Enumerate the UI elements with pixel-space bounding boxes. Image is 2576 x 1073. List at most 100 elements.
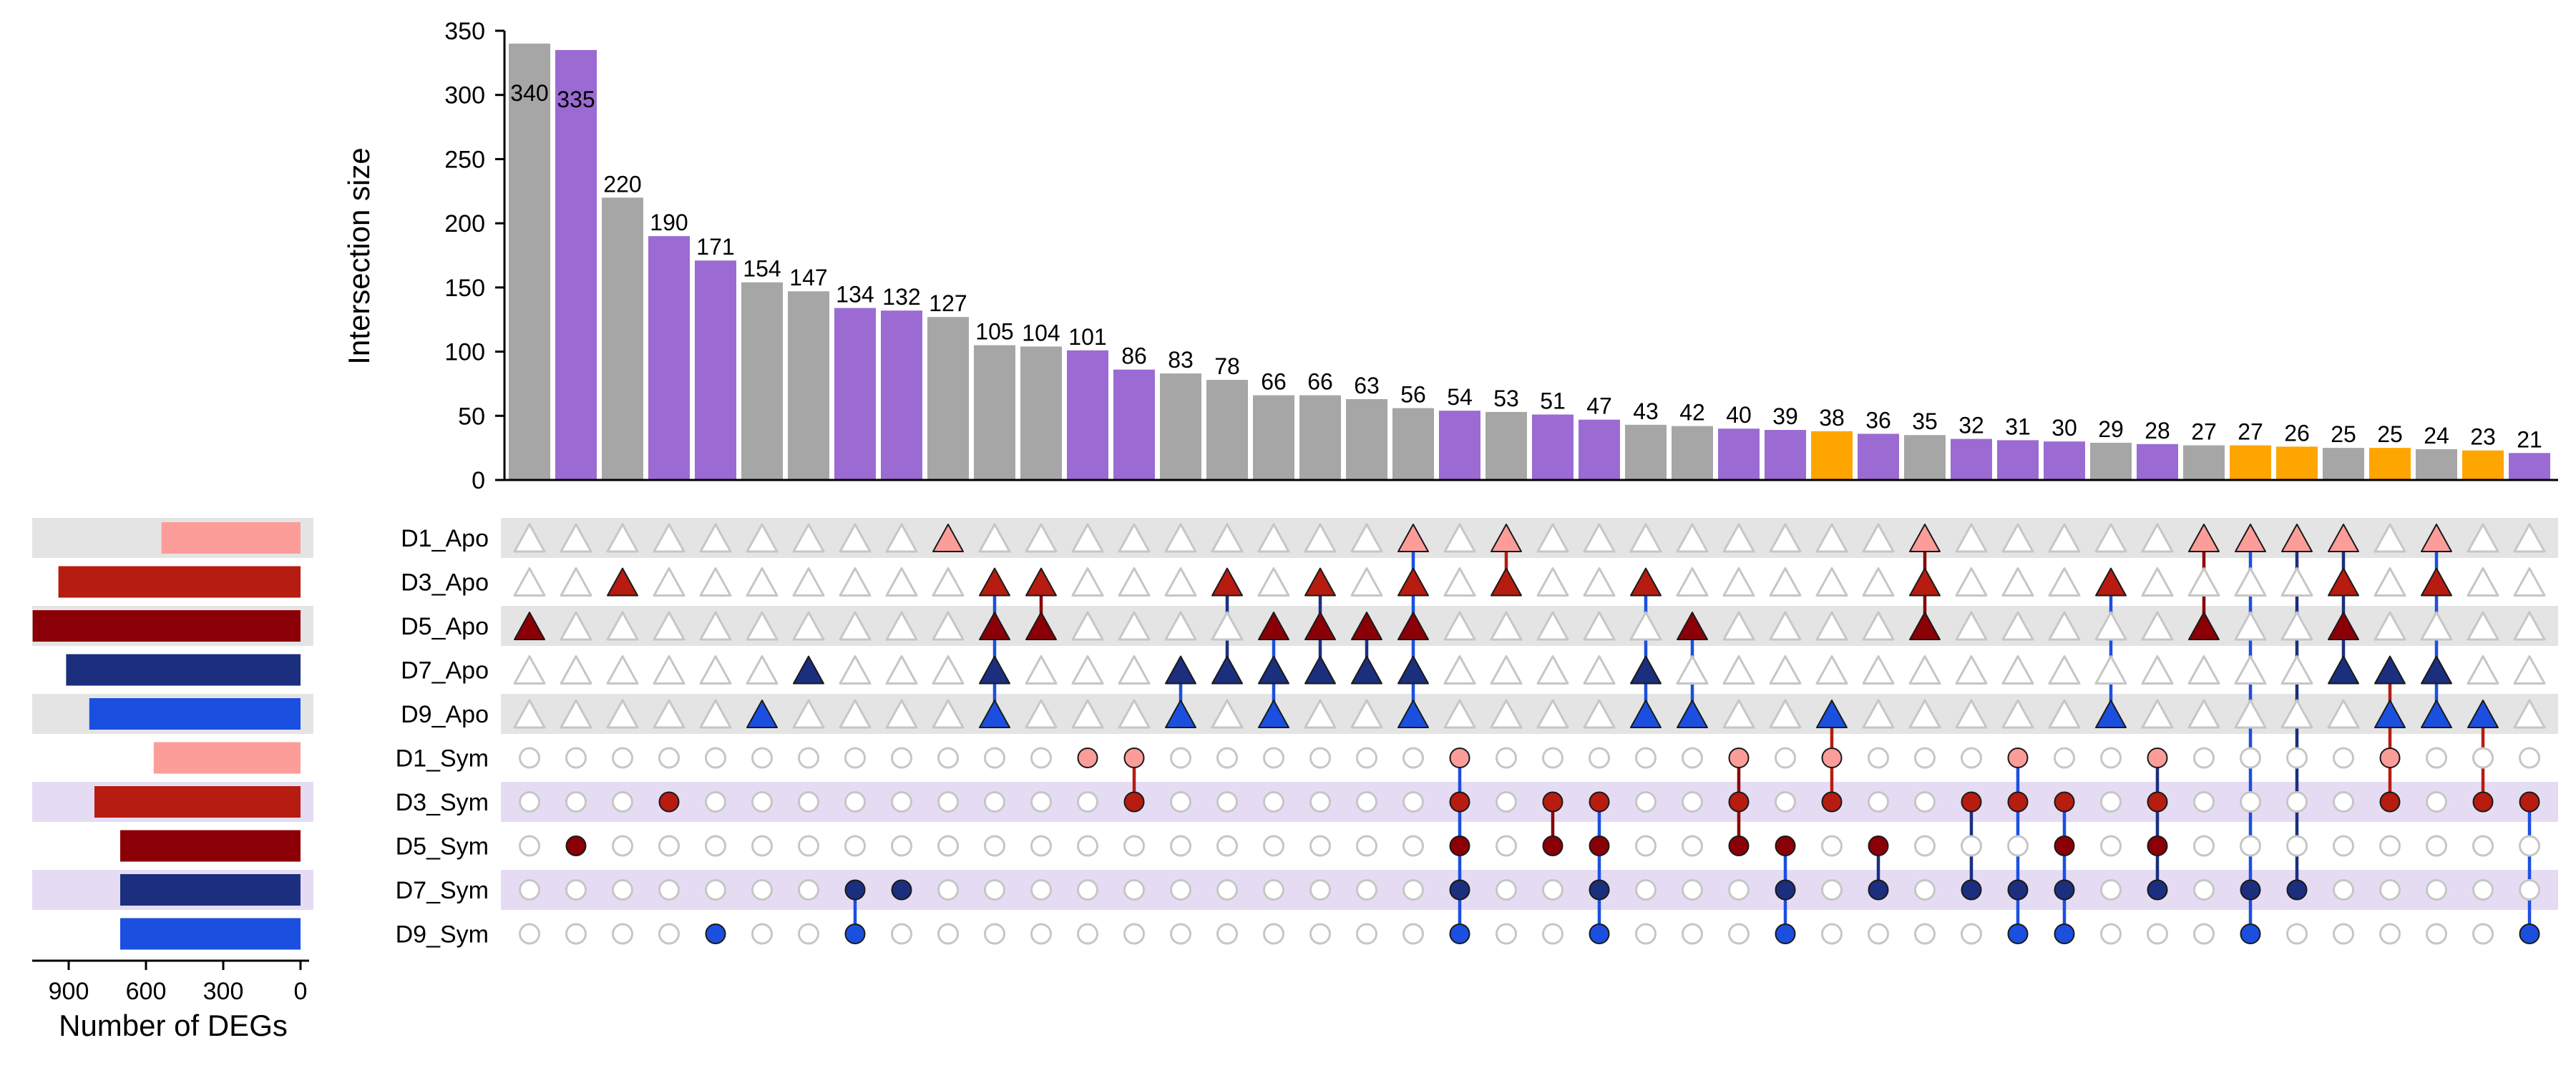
set-label: D7_Sym [396, 877, 489, 904]
intersection-bar [1858, 433, 1899, 480]
intersection-bar-label: 86 [1121, 343, 1147, 369]
intersection-bar-label: 134 [836, 282, 874, 308]
matrix-triangle-inactive [2234, 567, 2267, 597]
matrix-dot-inactive [1402, 747, 1424, 769]
matrix-triangle-inactive [1536, 655, 1569, 685]
matrix-triangle-inactive [792, 567, 825, 597]
matrix-triangle-inactive [1443, 567, 1476, 597]
matrix-dot-inactive [891, 747, 912, 769]
matrix-triangle-inactive [1164, 523, 1197, 553]
set-size-bar [153, 742, 301, 774]
matrix-dot-inactive [2472, 747, 2494, 769]
matrix-dot-inactive [705, 747, 726, 769]
matrix-dot-inactive [1635, 791, 1657, 813]
matrix-dot-active [1449, 791, 1470, 813]
matrix-triangle-inactive [1955, 611, 1988, 641]
matrix-dot-inactive [1216, 835, 1238, 857]
matrix-triangle-active [2188, 524, 2220, 552]
matrix-triangle-inactive [2513, 699, 2546, 729]
matrix-triangle-inactive [839, 523, 872, 553]
matrix-dot-inactive [937, 835, 959, 857]
matrix-triangle-active [979, 612, 1010, 640]
matrix-dot-inactive [2193, 747, 2215, 769]
matrix-triangle-active [2095, 700, 2127, 728]
matrix-triangle-inactive [932, 699, 965, 729]
matrix-triangle-inactive [1025, 699, 1058, 729]
matrix-dot-inactive [1682, 791, 1703, 813]
matrix-dot-inactive [2472, 835, 2494, 857]
matrix-triangle-active [1165, 700, 1196, 728]
matrix-triangle-inactive [746, 567, 779, 597]
matrix-dot-active [1961, 791, 1982, 813]
matrix-triangle-inactive [839, 699, 872, 729]
matrix-triangle-active [1304, 655, 1336, 685]
matrix-triangle-inactive [513, 655, 546, 685]
matrix-dot-inactive [1868, 791, 1889, 813]
matrix-dot-active [1542, 791, 1563, 813]
matrix-dot-active [1449, 879, 1470, 901]
matrix-dot-inactive [1077, 835, 1098, 857]
matrix-dot-active [1728, 836, 1750, 856]
matrix-dot-inactive [1263, 923, 1284, 945]
matrix-triangle-active [607, 567, 638, 597]
matrix-triangle-inactive [1536, 523, 1569, 553]
intersection-bar-label: 29 [2098, 416, 2124, 442]
matrix-dot-inactive [2240, 747, 2261, 769]
matrix-dot-inactive [1914, 923, 1936, 945]
matrix-triangle-inactive [560, 655, 592, 685]
matrix-triangle-active [1304, 612, 1336, 640]
intersection-bar [1811, 431, 1853, 480]
intersection-bar-labels: 340 335 220 190 171 154 147 134 132 127 105 104 101 8… [510, 80, 2542, 452]
matrix-triangle-inactive [1908, 655, 1941, 685]
matrix-dot-inactive [2100, 835, 2122, 857]
matrix-dot-inactive [751, 879, 773, 901]
matrix-triangle-active [1304, 567, 1336, 597]
matrix-dot-inactive [2007, 835, 2029, 857]
matrix-triangle-inactive [2001, 523, 2034, 553]
matrix-dot-inactive [2193, 923, 2215, 945]
intersection-bar [1997, 440, 2039, 480]
y-tick-label: 100 [444, 339, 485, 366]
matrix-dot-active [2240, 923, 2261, 944]
matrix-dot-inactive [1170, 923, 1191, 945]
matrix-triangle-active [979, 567, 1010, 597]
matrix-dot-inactive [2286, 923, 2308, 945]
matrix-triangle-inactive [1862, 611, 1895, 641]
matrix-triangle-active [1909, 612, 1941, 640]
matrix-dot-active [2286, 879, 2308, 901]
intersection-bar [1020, 346, 1062, 480]
matrix-triangle-inactive [1443, 655, 1476, 685]
intersection-bar-label: 54 [1447, 384, 1473, 410]
matrix-dot-inactive [705, 791, 726, 813]
matrix-triangle-inactive [1536, 699, 1569, 729]
matrix-triangle-inactive [2280, 567, 2313, 597]
matrix-dot-active [1821, 791, 1843, 813]
matrix-dot-inactive [1170, 791, 1191, 813]
matrix-dot-inactive [1496, 747, 1517, 769]
matrix-dot-active [1449, 748, 1470, 768]
matrix-dot-active [2054, 791, 2075, 813]
matrix-triangle-inactive [1676, 567, 1709, 597]
intersection-bar [648, 236, 690, 480]
matrix-triangle-active [1677, 700, 1708, 728]
matrix-dot-inactive [1914, 747, 1936, 769]
matrix-dot-active [705, 923, 726, 944]
matrix-dot-inactive [1682, 747, 1703, 769]
matrix-triangle-active [2421, 524, 2452, 552]
intersection-bar-label: 25 [2331, 421, 2356, 447]
matrix-triangle-active [2374, 700, 2406, 728]
matrix-dot-inactive [519, 747, 540, 769]
matrix-dot-inactive [2193, 791, 2215, 813]
matrix-dot-active [2054, 879, 2075, 901]
intersection-bar-label: 51 [1540, 388, 1566, 413]
matrix-dot-inactive [891, 791, 912, 813]
matrix-triangle-inactive [2234, 699, 2267, 729]
set-size-tick-label: 900 [49, 978, 89, 1005]
matrix-dot-active [2007, 791, 2029, 813]
matrix-dot-inactive [2333, 747, 2354, 769]
matrix-triangle-active [932, 524, 964, 552]
matrix-dot-inactive [612, 791, 633, 813]
matrix-dot-inactive [1170, 747, 1191, 769]
matrix-triangle-inactive [2467, 567, 2499, 597]
matrix-dot-inactive [1402, 835, 1424, 857]
